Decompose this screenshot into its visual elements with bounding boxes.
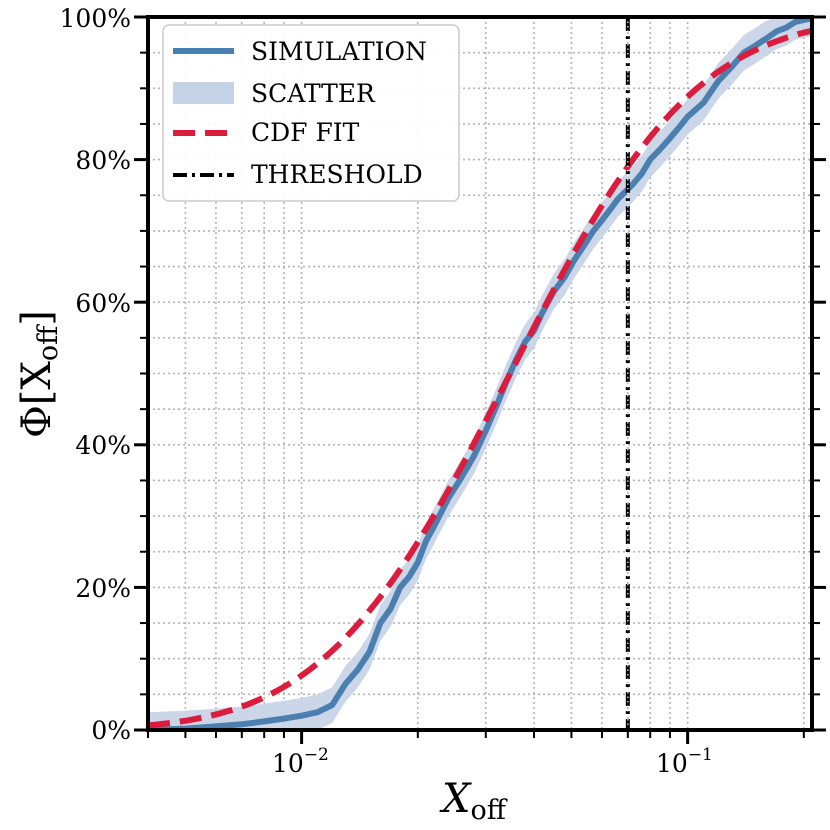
plot-frame xyxy=(146,15,814,732)
x-tick-labels: 10−2 10−1 xyxy=(272,745,713,778)
y-tick-label: 100% xyxy=(60,4,131,33)
legend-item-simulation: SIMULATION xyxy=(173,37,427,66)
cdf-fit-line xyxy=(148,27,812,729)
y-tick-label: 60% xyxy=(75,289,131,318)
legend-item-cdf-fit: CDF FIT xyxy=(173,118,360,147)
legend-item-scatter: SCATTER xyxy=(173,79,376,108)
legend-label: SCATTER xyxy=(251,79,376,108)
legend-item-threshold: THRESHOLD xyxy=(173,160,423,189)
y-tick-label: 40% xyxy=(75,431,131,460)
x-tick-label: 10−2 xyxy=(272,745,329,778)
plot-area xyxy=(148,17,812,730)
x-axis-label: Xoff xyxy=(439,776,508,826)
y-tick-label: 80% xyxy=(75,146,131,175)
y-tick-label: 0% xyxy=(91,716,131,745)
x-tick-label: 10−1 xyxy=(656,745,713,778)
legend-label: SIMULATION xyxy=(251,37,427,66)
legend-label: THRESHOLD xyxy=(251,160,423,189)
y-axis-label: Φ[Xoff] xyxy=(14,310,64,438)
legend-box xyxy=(162,24,460,202)
legend: SIMULATION SCATTER CDF FIT THRESHOLD xyxy=(162,24,460,202)
legend-label: CDF FIT xyxy=(251,118,360,147)
y-tick-labels: 0% 20% 40% 60% 80% 100% xyxy=(60,4,131,745)
y-tick-label: 20% xyxy=(75,574,131,603)
